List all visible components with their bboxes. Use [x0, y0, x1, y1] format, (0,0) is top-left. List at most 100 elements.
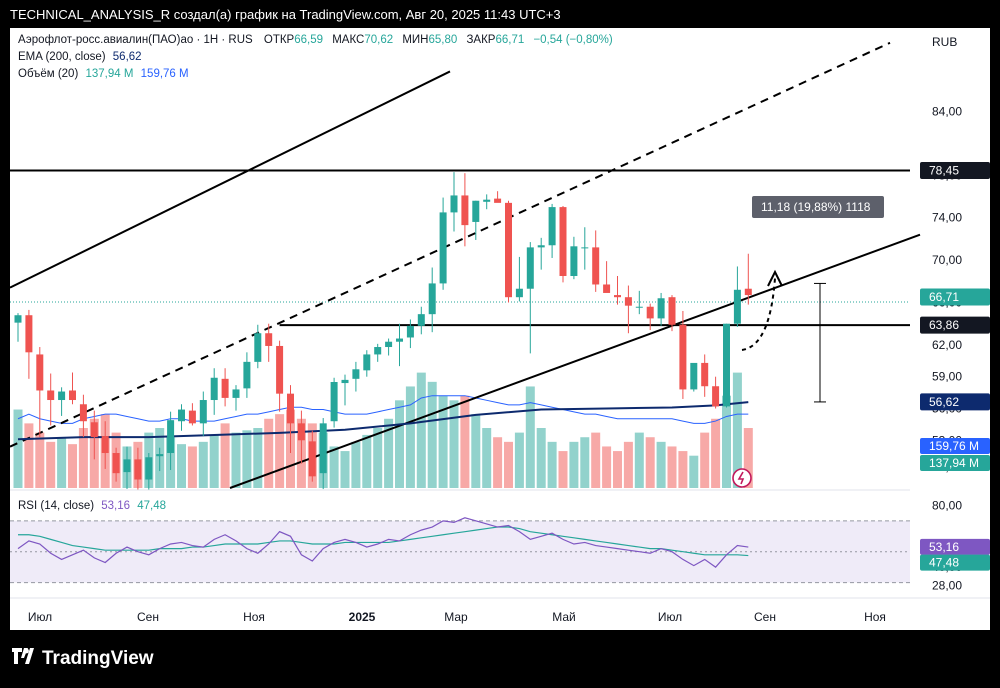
- candle-body: [712, 386, 720, 407]
- rsi-label: RSI (14, close): [18, 500, 95, 512]
- candle-body: [668, 297, 676, 325]
- volume-bar: [13, 409, 23, 488]
- replay-icon: [732, 468, 752, 488]
- candle-body: [483, 199, 491, 202]
- candle: [581, 227, 589, 270]
- volume-bar: [340, 451, 350, 488]
- price-tick: 84,00: [932, 105, 962, 119]
- candle: [712, 376, 720, 409]
- time-axis: Июл Сен Ноя 2025 Мар Май Июл Сен Ноя: [10, 597, 990, 624]
- time-tick: Ноя: [864, 610, 886, 624]
- high-label: МАКС: [332, 34, 365, 46]
- volume-bar: [504, 441, 513, 488]
- channel-lower-line: [229, 233, 921, 489]
- rsi-tick: 28,00: [932, 579, 962, 593]
- close-value: 66,71: [495, 34, 525, 46]
- volume-bar: [460, 395, 470, 488]
- candle-body: [690, 362, 698, 390]
- rsi-legend[interactable]: RSI (14, close) 53,16 47,48: [18, 500, 166, 512]
- volume-bar: [57, 437, 67, 488]
- candle: [635, 290, 643, 315]
- volume-bar: [743, 428, 753, 488]
- footer: [0, 630, 1000, 688]
- candle-body: [494, 198, 502, 203]
- candle: [624, 285, 632, 334]
- candle: [690, 362, 698, 392]
- ema-legend[interactable]: EMA (200, close) 56,62: [18, 51, 142, 63]
- candle-body: [505, 202, 512, 298]
- candle-body: [178, 409, 185, 422]
- candle-body: [319, 423, 327, 474]
- candle-body: [559, 207, 567, 276]
- open-label: ОТКР: [263, 34, 295, 46]
- high-value: 70,62: [364, 34, 394, 46]
- candle: [199, 391, 207, 437]
- candle-body: [581, 247, 589, 249]
- candle-body: [134, 459, 142, 480]
- tradingview-logo[interactable]: TradingView: [12, 648, 154, 670]
- chart-caption: TECHNICAL_ANALYSIS_R создал(а) график на…: [10, 7, 561, 22]
- candle: [221, 368, 229, 407]
- candle-body: [123, 459, 131, 473]
- volume-bar: [569, 441, 579, 488]
- candle-body: [657, 298, 665, 319]
- time-tick: Июл: [28, 610, 52, 624]
- candle: [701, 354, 709, 397]
- volume-bar: [427, 381, 437, 488]
- candle-body: [646, 306, 654, 319]
- candle-body: [635, 306, 643, 308]
- volume-bar: [35, 432, 45, 488]
- rsi-tick: 80,00: [932, 498, 962, 512]
- candle-body: [101, 436, 109, 454]
- currency-label: RUB: [932, 35, 957, 49]
- last-price-badge: 66,71: [929, 290, 959, 304]
- time-tick: Июл: [658, 610, 682, 624]
- candle-body: [439, 212, 447, 284]
- support-badge-bg: [920, 316, 990, 334]
- candle: [570, 236, 578, 280]
- candle: [603, 261, 611, 293]
- volume-bar: [264, 418, 274, 488]
- volume-bar: [580, 437, 590, 488]
- candle: [167, 411, 175, 470]
- change-value: −0,54 (−0,80%): [533, 34, 613, 46]
- candle-body: [199, 400, 207, 424]
- candle-body: [287, 393, 294, 424]
- ema-label: EMA (200, close): [18, 51, 106, 63]
- candle: [526, 242, 534, 354]
- volume-bar: [242, 430, 252, 488]
- candle: [47, 373, 55, 426]
- chart-caption-bar: TECHNICAL_ANALYSIS_R создал(а) график на…: [0, 0, 1000, 28]
- volume-bar: [613, 451, 622, 488]
- low-value: 65,80: [428, 34, 458, 46]
- candle: [243, 352, 251, 398]
- volume-bar: [329, 446, 339, 488]
- rsi-value: 53,16: [101, 500, 131, 512]
- candle-body: [385, 341, 393, 348]
- volume-value: 137,94 M: [85, 68, 134, 80]
- low-label: МИН: [402, 34, 429, 46]
- candle: [406, 319, 414, 349]
- candle-body: [570, 246, 578, 276]
- replay-icon-bolt: [737, 471, 745, 485]
- volume-ma-line: [17, 395, 749, 424]
- candle-body: [428, 283, 436, 315]
- volume-bar: [602, 446, 612, 488]
- resistance-badge-bg: [920, 162, 990, 180]
- price-tick: 74,00: [932, 211, 962, 225]
- candle-body: [406, 325, 414, 338]
- volume-bar: [395, 400, 404, 488]
- candle-body: [221, 378, 229, 398]
- volume-bar: [591, 432, 601, 488]
- candle: [254, 324, 262, 369]
- rsi-ma-badge: 47,48: [929, 556, 959, 570]
- candle-body: [243, 361, 251, 389]
- volume-legend[interactable]: Объём (20) 137,94 M 159,76 M: [18, 68, 189, 80]
- price-tick: 70,00: [932, 253, 962, 267]
- candle: [614, 276, 621, 305]
- candle-body: [145, 457, 153, 480]
- candle: [36, 347, 44, 438]
- candle: [188, 403, 196, 426]
